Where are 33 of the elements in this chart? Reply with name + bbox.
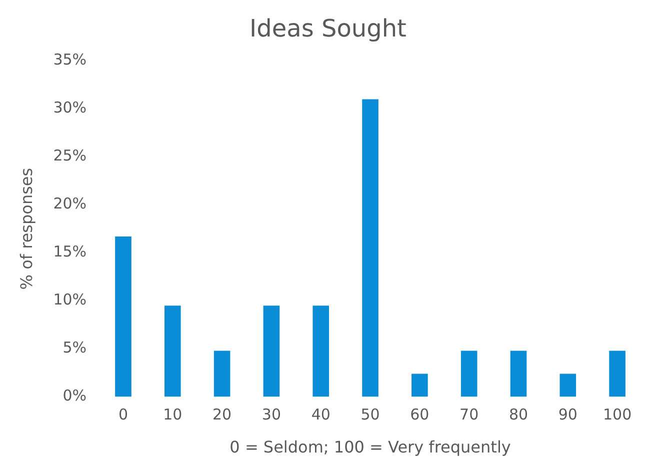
bar [510, 350, 527, 397]
x-tick-label: 10 [163, 406, 182, 424]
x-tick-label: 70 [460, 406, 479, 424]
x-tick-label: 0 [118, 406, 128, 424]
y-tick-label: 30% [53, 98, 87, 117]
x-tick-label: 100 [602, 406, 632, 424]
bar [115, 236, 132, 397]
y-tick-label: 25% [53, 146, 87, 165]
x-axis-title: 0 = Seldom; 100 = Very frequently [230, 438, 511, 457]
bar [412, 374, 428, 397]
x-tick-label: 80 [508, 406, 528, 424]
y-tick-label: 15% [53, 242, 87, 261]
y-tick-label: 5% [62, 338, 87, 357]
bar [164, 306, 181, 397]
x-tick-label: 60 [410, 406, 430, 424]
y-axis-title: % of responses [16, 168, 36, 290]
bar [460, 350, 478, 397]
y-tick-label: 10% [53, 290, 87, 309]
x-tick-label: 50 [360, 406, 380, 424]
bar [362, 99, 378, 397]
bar [214, 350, 230, 397]
y-tick-label: 0% [62, 386, 87, 405]
bar [263, 306, 280, 397]
bar [560, 374, 576, 397]
x-tick-label: 90 [558, 406, 578, 424]
y-tick-label: 20% [53, 194, 87, 213]
bar [312, 306, 330, 397]
chart-title: Ideas Sought [250, 14, 406, 43]
x-tick-label: 30 [262, 406, 282, 424]
y-tick-label: 35% [53, 50, 87, 69]
x-tick-label: 40 [311, 406, 330, 424]
x-tick-label: 20 [212, 406, 232, 424]
bar [609, 350, 626, 397]
